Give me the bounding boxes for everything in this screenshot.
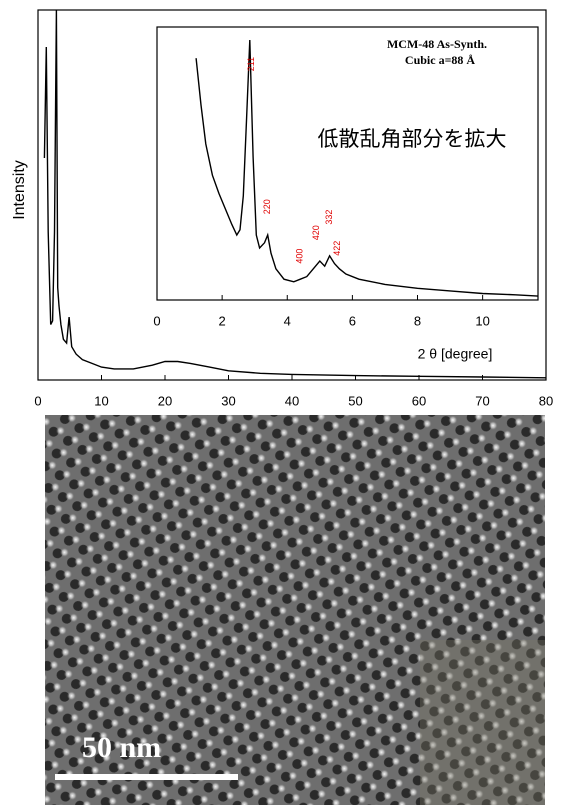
peak-label: 400 (295, 249, 305, 264)
y-axis-label: Intensity (11, 160, 28, 220)
peak-label: 211 (246, 57, 256, 71)
x-tick-label: 40 (285, 393, 299, 408)
x-tick-label: 20 (158, 393, 172, 408)
x-tick-label: 2 (219, 313, 226, 328)
peak-label: 422 (332, 241, 342, 256)
page: {"chart_data": [ {"type": "line", "y_lab… (0, 0, 562, 805)
x-tick-label: 10 (94, 393, 108, 408)
inset-annotation: 低散乱角部分を拡大 (318, 127, 507, 151)
x-tick-label: 70 (475, 393, 489, 408)
data-line (196, 40, 538, 296)
peak-label: 332 (324, 210, 334, 225)
x-tick-label: 0 (34, 393, 41, 408)
x-tick-label: 10 (475, 313, 489, 328)
micrograph-region (420, 640, 545, 805)
x-tick-label: 80 (539, 393, 553, 408)
x-tick-label: 6 (349, 313, 356, 328)
peak-label: 420 (311, 225, 321, 240)
peak-label: 220 (262, 199, 272, 214)
x-tick-label: 4 (284, 313, 291, 328)
scale-label: 50 nm (82, 731, 161, 764)
x-tick-label: 0 (153, 313, 160, 328)
x-axis-label: 2 θ [degree] (418, 346, 493, 362)
x-tick-label: 8 (414, 313, 421, 328)
x-tick-label: 30 (221, 393, 235, 408)
inset-subtitle: Cubic a=88 Å (405, 53, 476, 67)
inset-title: MCM-48 As-Synth. (387, 37, 487, 51)
plot-frame (157, 27, 538, 300)
figure: 0 10 20 30 40 50 60 70 80 0 2 4 6 8 10 211 220 400 420332 4… (0, 0, 562, 805)
x-tick-label: 60 (412, 393, 426, 408)
x-tick-label: 50 (348, 393, 362, 408)
tem-image: 50 nm (45, 415, 545, 805)
